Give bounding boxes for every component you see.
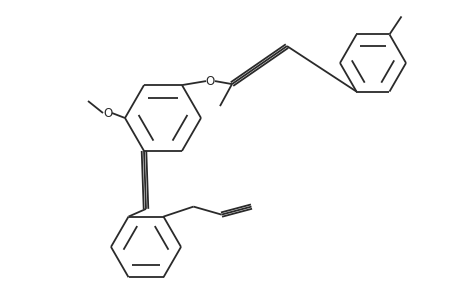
- Text: O: O: [103, 106, 112, 119]
- Text: O: O: [205, 75, 214, 88]
